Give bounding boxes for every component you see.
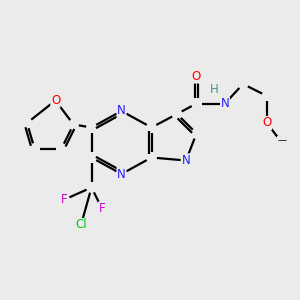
Text: Cl: Cl xyxy=(75,218,87,232)
Text: F: F xyxy=(61,193,68,206)
Text: N: N xyxy=(117,167,126,181)
Text: O: O xyxy=(192,70,201,83)
Text: N: N xyxy=(220,97,230,110)
Text: N: N xyxy=(117,104,126,118)
Text: O: O xyxy=(51,94,60,107)
Text: F: F xyxy=(99,202,105,215)
Text: H: H xyxy=(210,82,219,96)
Text: —: — xyxy=(278,136,286,146)
Text: N: N xyxy=(182,154,190,167)
Text: O: O xyxy=(262,116,272,130)
